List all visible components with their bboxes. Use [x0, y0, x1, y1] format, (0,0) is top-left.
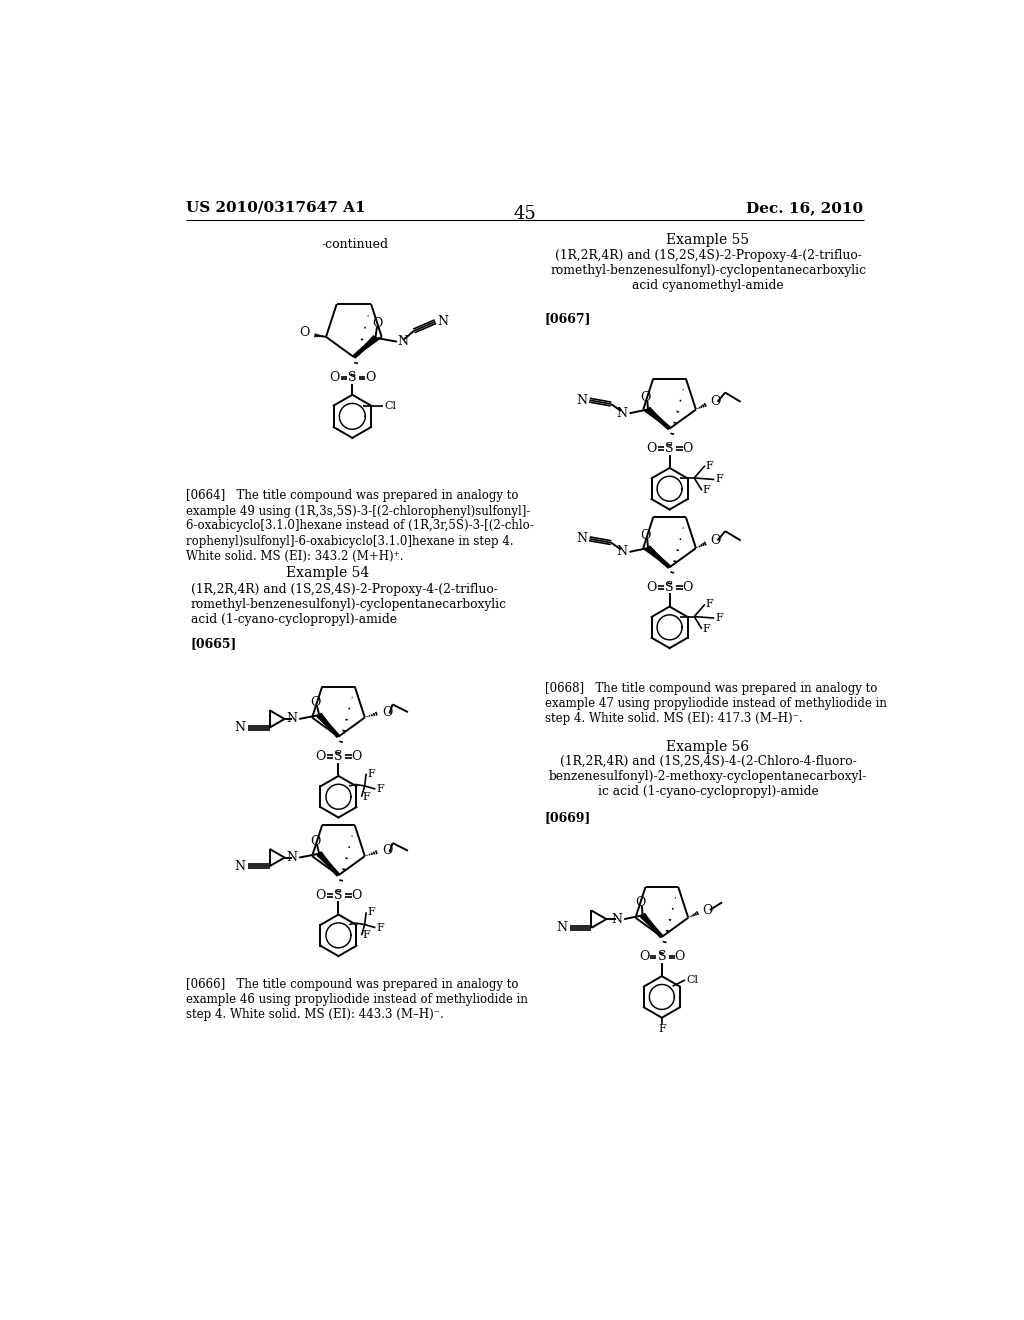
Text: O: O — [365, 371, 375, 384]
Text: O: O — [351, 750, 361, 763]
Text: N: N — [557, 921, 567, 935]
Text: F: F — [367, 768, 375, 779]
Text: F: F — [362, 792, 370, 801]
Text: F: F — [706, 461, 714, 471]
Text: O: O — [310, 834, 321, 847]
Text: F: F — [715, 612, 723, 623]
Text: S: S — [348, 371, 356, 384]
Text: [0664]   The title compound was prepared in analogy to
example 49 using (1R,3s,5: [0664] The title compound was prepared i… — [186, 490, 534, 562]
Text: [0668]   The title compound was prepared in analogy to
example 47 using propylio: [0668] The title compound was prepared i… — [545, 682, 887, 725]
Text: O: O — [310, 696, 321, 709]
Text: [0666]   The title compound was prepared in analogy to
example 46 using propylio: [0666] The title compound was prepared i… — [186, 978, 528, 1022]
Text: 45: 45 — [513, 205, 537, 223]
Text: Cl: Cl — [385, 400, 396, 411]
Text: N: N — [616, 407, 628, 420]
Text: S: S — [334, 750, 343, 763]
Text: N: N — [234, 859, 246, 873]
Text: F: F — [367, 907, 375, 917]
Text: S: S — [666, 581, 674, 594]
Text: O: O — [675, 950, 685, 964]
Text: (1R,2R,4R) and (1S,2S,4S)-2-Propoxy-4-(2-trifluo-
romethyl-benzenesulfonyl)-cycl: (1R,2R,4R) and (1S,2S,4S)-2-Propoxy-4-(2… — [550, 249, 866, 292]
Polygon shape — [641, 913, 662, 937]
Text: O: O — [315, 888, 326, 902]
Text: F: F — [658, 1024, 666, 1035]
Text: O: O — [640, 391, 651, 404]
Text: O: O — [351, 888, 361, 902]
Text: O: O — [330, 371, 340, 384]
Text: S: S — [657, 950, 666, 964]
Text: O: O — [647, 442, 657, 455]
Polygon shape — [317, 851, 339, 875]
Text: F: F — [702, 486, 711, 495]
Text: O: O — [299, 326, 309, 339]
Text: (1R,2R,4R) and (1S,2S,4S)-4-(2-Chloro-4-fluoro-
benzenesulfonyl)-2-methoxy-cyclo: (1R,2R,4R) and (1S,2S,4S)-4-(2-Chloro-4-… — [549, 755, 867, 799]
Text: Dec. 16, 2010: Dec. 16, 2010 — [746, 201, 863, 215]
Polygon shape — [646, 546, 670, 568]
Text: F: F — [715, 474, 723, 484]
Text: O: O — [315, 750, 326, 763]
Text: -continued: -continued — [322, 238, 389, 251]
Text: [0665]: [0665] — [190, 638, 237, 651]
Text: O: O — [639, 950, 649, 964]
Text: N: N — [287, 713, 298, 726]
Text: N: N — [577, 393, 588, 407]
Text: O: O — [682, 442, 692, 455]
Text: Example 56: Example 56 — [667, 739, 750, 754]
Text: [0669]: [0669] — [545, 812, 591, 825]
Text: N: N — [611, 912, 622, 925]
Text: US 2010/0317647 A1: US 2010/0317647 A1 — [186, 201, 366, 215]
Text: N: N — [397, 335, 409, 348]
Text: N: N — [234, 721, 246, 734]
Polygon shape — [354, 335, 377, 358]
Text: O: O — [710, 395, 720, 408]
Text: O: O — [372, 317, 382, 330]
Text: F: F — [362, 931, 370, 940]
Text: F: F — [706, 599, 714, 610]
Text: S: S — [334, 888, 343, 902]
Polygon shape — [317, 713, 339, 737]
Text: Example 54: Example 54 — [286, 566, 370, 581]
Text: F: F — [702, 624, 711, 634]
Text: [0667]: [0667] — [545, 313, 591, 326]
Text: Example 55: Example 55 — [667, 234, 750, 247]
Text: O: O — [382, 706, 392, 718]
Text: N: N — [438, 315, 449, 329]
Text: O: O — [640, 529, 651, 543]
Text: O: O — [382, 845, 392, 857]
Text: O: O — [702, 903, 713, 916]
Text: Cl: Cl — [686, 975, 698, 985]
Text: N: N — [287, 851, 298, 865]
Text: O: O — [682, 581, 692, 594]
Text: (1R,2R,4R) and (1S,2S,4S)-2-Propoxy-4-(2-trifluo-
romethyl-benzenesulfonyl)-cycl: (1R,2R,4R) and (1S,2S,4S)-2-Propoxy-4-(2… — [190, 583, 507, 627]
Text: N: N — [577, 532, 588, 545]
Text: F: F — [376, 923, 384, 933]
Text: N: N — [616, 545, 628, 558]
Text: O: O — [635, 896, 645, 909]
Polygon shape — [646, 408, 670, 429]
Text: S: S — [666, 442, 674, 455]
Text: F: F — [376, 784, 384, 795]
Text: O: O — [710, 533, 720, 546]
Text: O: O — [647, 581, 657, 594]
